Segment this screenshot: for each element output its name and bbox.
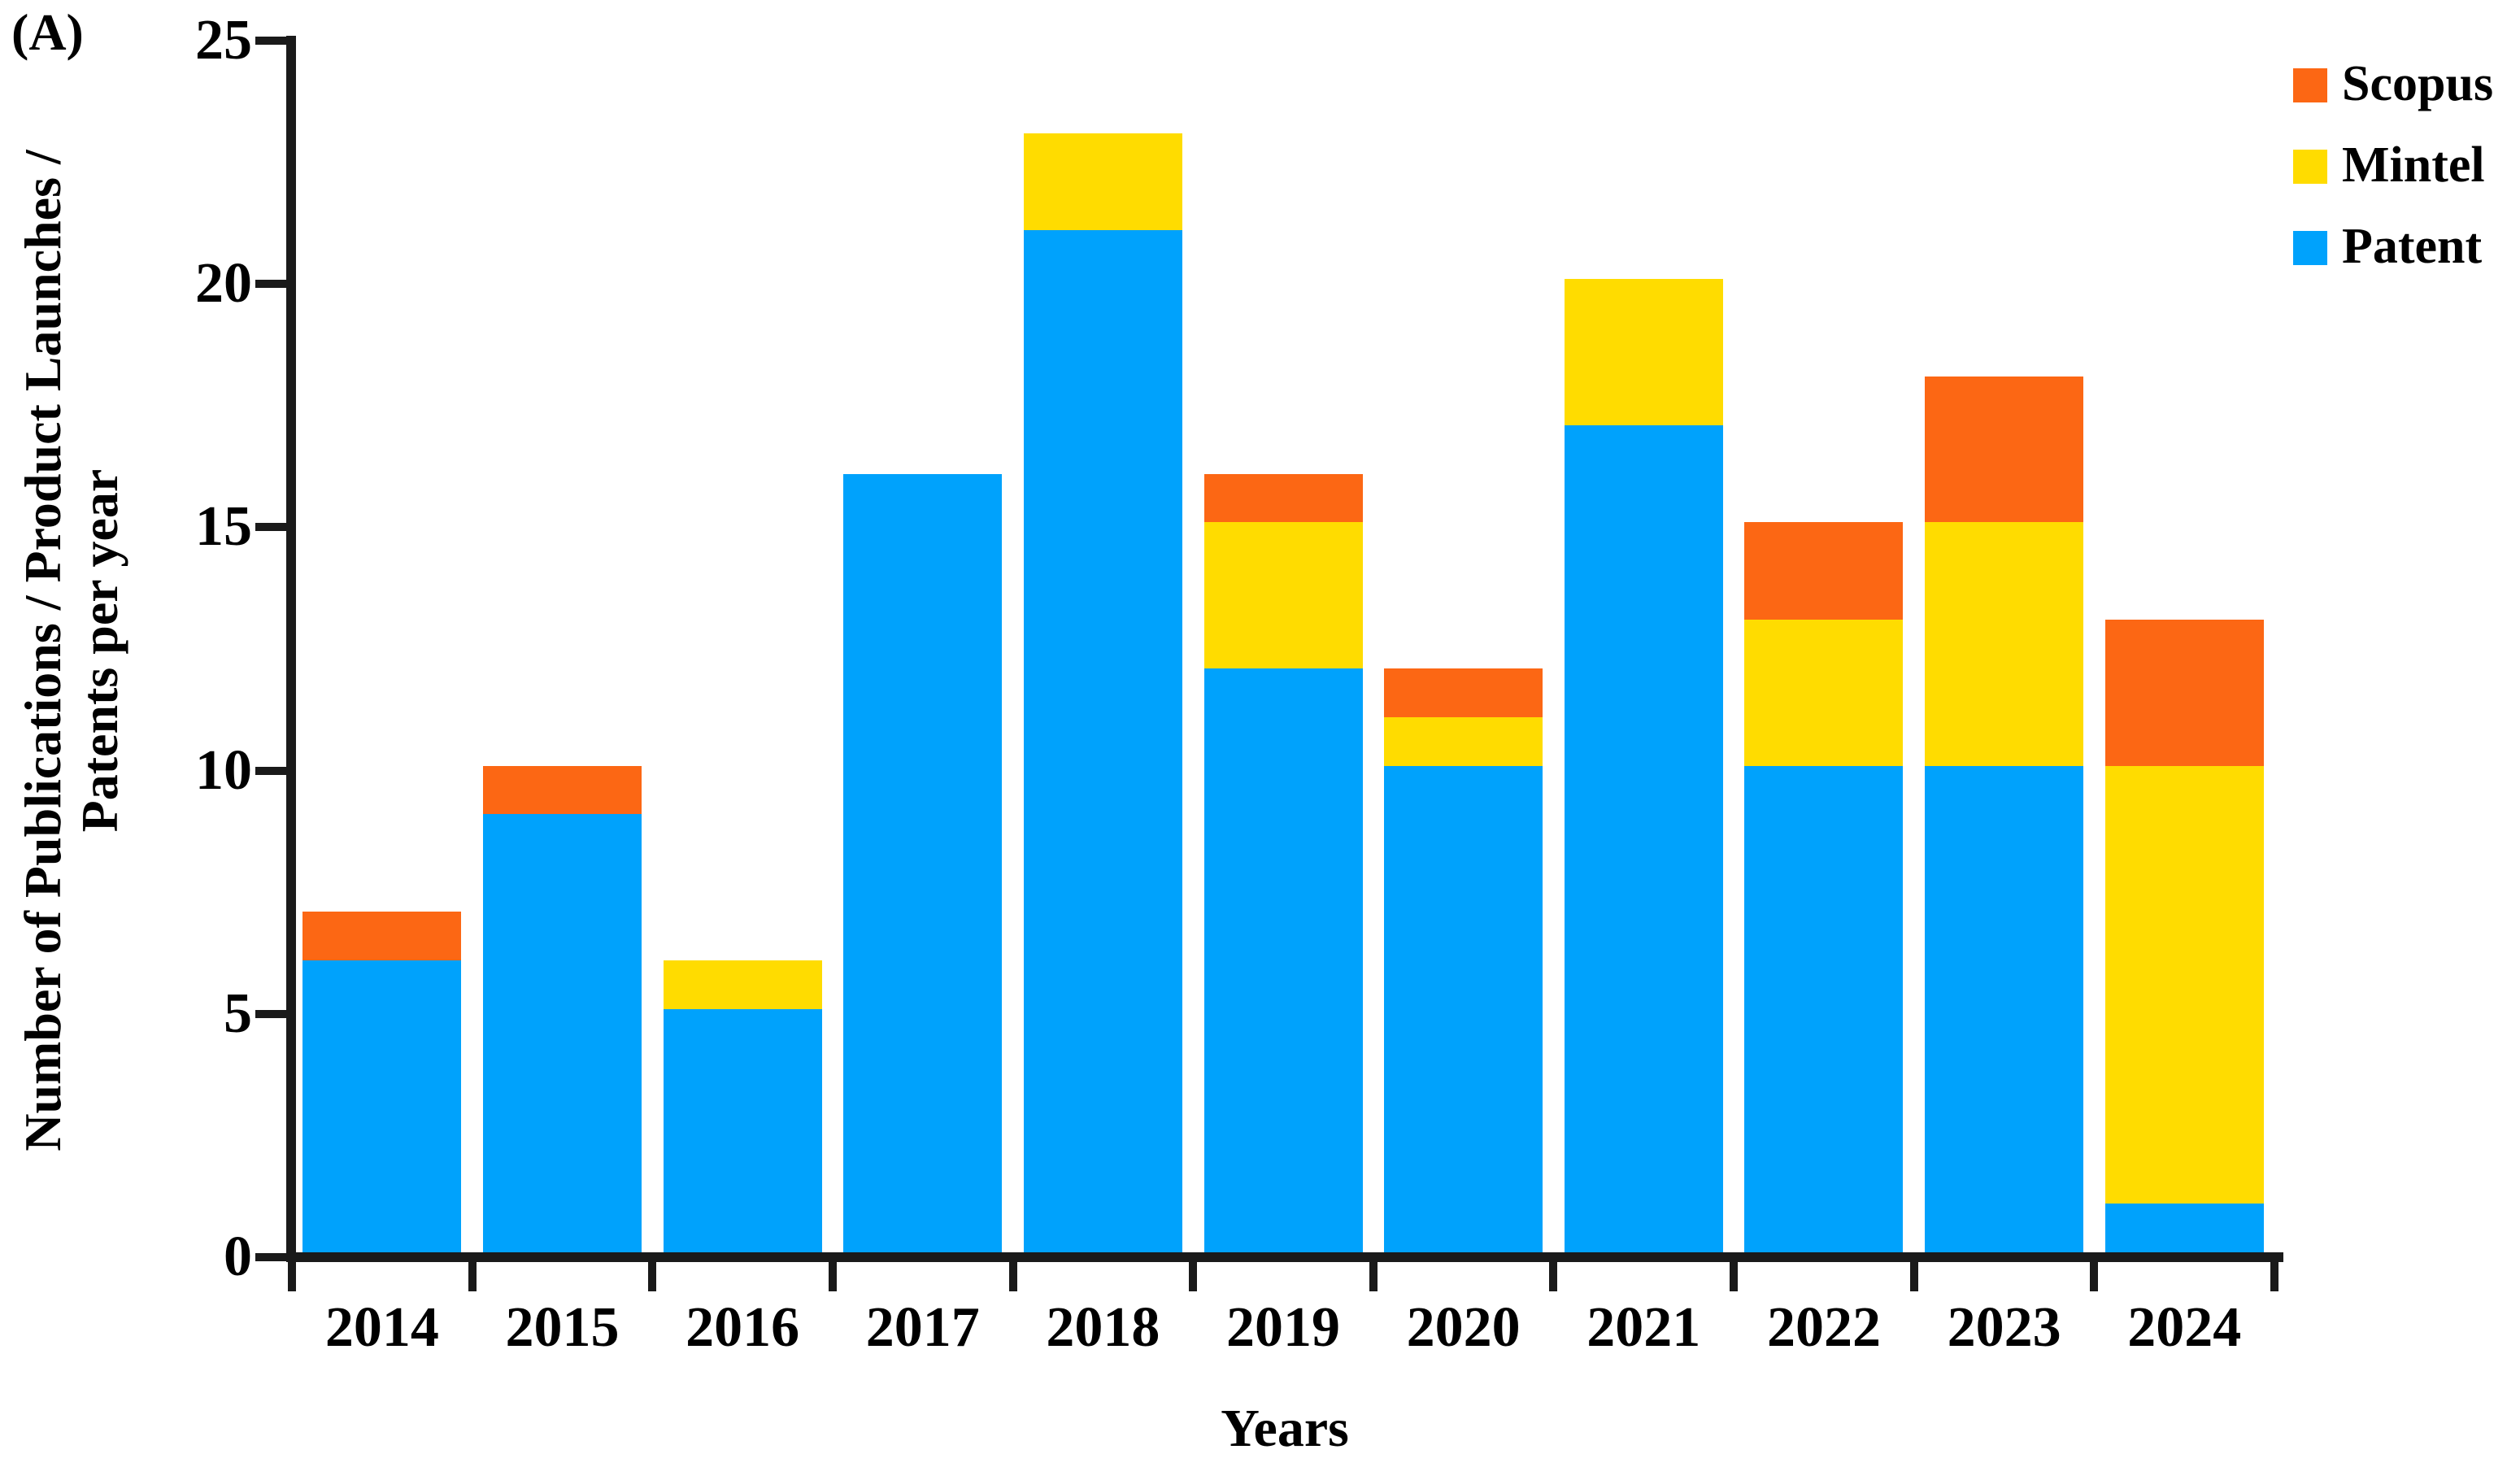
y-tick [255,523,286,532]
x-tick [1008,1262,1017,1291]
x-tick [468,1262,477,1291]
y-tick-label: 0 [224,1225,252,1288]
x-tick-label: 2016 [685,1296,800,1359]
bar-segment-mintel-2020 [1384,716,1543,766]
x-tick [1730,1262,1739,1291]
bar-segment-scopus-2023 [1925,376,2084,523]
y-tick-label: 10 [195,738,252,802]
bar-segment-patent-2015 [482,814,642,1252]
bar-segment-patent-2022 [1744,765,1904,1252]
x-tick-label: 2015 [505,1296,620,1359]
x-tick-label: 2023 [1947,1296,2061,1359]
bar-segment-patent-2020 [1384,765,1543,1252]
scopus-swatch-icon [2293,68,2327,102]
y-tick-label: 25 [195,9,252,72]
bar-segment-mintel-2024 [2104,765,2264,1204]
bar-segment-scopus-2022 [1744,522,1904,620]
x-tick [2270,1262,2279,1291]
x-axis-title: Years [1221,1399,1349,1458]
bar-segment-mintel-2021 [1564,279,1723,425]
x-tick [648,1262,657,1291]
bar-segment-scopus-2019 [1203,473,1363,523]
y-tick [255,37,286,45]
legend-label-scopus: Scopus [2342,56,2494,111]
x-tick-label: 2021 [1586,1296,1701,1359]
bar-segment-patent-2021 [1564,424,1723,1252]
x-tick-label: 2020 [1406,1296,1521,1359]
bar-segment-scopus-2020 [1384,668,1543,717]
x-tick-label: 2017 [865,1296,980,1359]
bar-segment-scopus-2015 [482,765,642,815]
bar-segment-patent-2024 [2104,1204,2264,1252]
bar-segment-mintel-2023 [1925,522,2084,766]
bar-segment-patent-2018 [1023,230,1182,1252]
x-tick-label: 2022 [1766,1296,1881,1359]
bar-segment-patent-2017 [843,473,1003,1252]
bar-segment-patent-2016 [663,1008,822,1252]
y-axis-title-line2: Patents per year [71,468,128,833]
y-axis-title-line1: Number of Publications / Product Launche… [14,150,72,1151]
bar-segment-scopus-2014 [302,912,462,960]
x-tick [1369,1262,1378,1291]
legend-label-mintel: Mintel [2342,137,2485,193]
x-tick [1189,1262,1198,1291]
bar-segment-mintel-2022 [1744,620,1904,766]
x-tick [288,1262,296,1291]
x-tick-label: 2019 [1226,1296,1341,1359]
x-tick-label: 2014 [324,1296,439,1359]
y-tick [255,1009,286,1018]
x-tick-label: 2018 [1046,1296,1160,1359]
x-tick [828,1262,837,1291]
x-tick [2090,1262,2099,1291]
bar-segment-mintel-2019 [1203,522,1363,668]
bar-segment-mintel-2018 [1023,133,1182,231]
y-tick-label: 20 [195,252,252,316]
x-axis-line [286,1252,2283,1262]
legend-label-patent: Patent [2342,219,2483,274]
y-axis-title: Number of Publications / Product Launche… [14,37,128,1265]
bar-segment-patent-2019 [1203,668,1363,1252]
y-tick [255,1253,286,1261]
bar-segment-patent-2014 [302,960,462,1252]
bar-segment-scopus-2024 [2104,620,2264,766]
bar-segment-mintel-2016 [663,960,822,1009]
x-tick [1909,1262,1918,1291]
mintel-swatch-icon [2293,150,2327,184]
panel-label: (A) [11,3,84,61]
y-tick [255,280,286,289]
patent-swatch-icon [2293,231,2327,265]
y-tick-label: 5 [224,982,252,1045]
x-tick [1549,1262,1558,1291]
y-axis-line [286,36,296,1262]
y-tick-label: 15 [195,495,252,559]
y-tick [255,766,286,775]
x-tick-label: 2024 [2127,1296,2242,1359]
bar-segment-patent-2023 [1925,765,2084,1252]
